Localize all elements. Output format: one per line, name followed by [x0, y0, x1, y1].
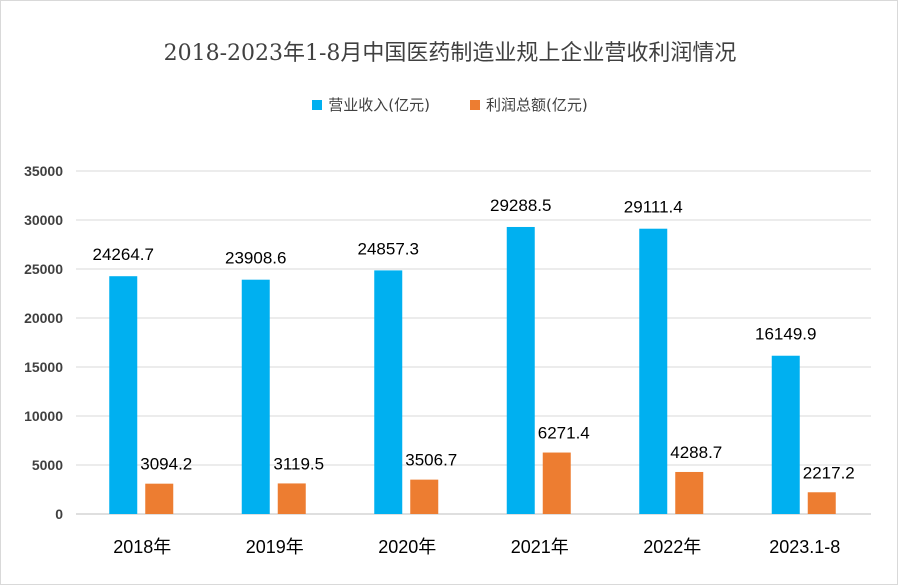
profit-data-label: 3094.2	[140, 455, 192, 474]
x-tick-label: 2020年	[378, 537, 436, 557]
legend-item-revenue: 营业收入(亿元)	[312, 94, 430, 115]
revenue-bar	[771, 355, 800, 514]
revenue-bar	[241, 279, 270, 514]
legend-swatch-profit	[470, 99, 480, 110]
revenue-data-label: 16149.9	[755, 325, 816, 344]
y-tick-label: 30000	[24, 212, 63, 228]
revenue-data-label: 24857.3	[358, 239, 419, 258]
profit-data-label: 2217.2	[803, 463, 855, 482]
profit-bar	[807, 492, 836, 514]
profit-bar	[145, 483, 174, 514]
y-tick-label: 35000	[24, 163, 63, 179]
x-tick-label: 2022年	[643, 537, 701, 557]
profit-data-label: 3506.7	[405, 451, 457, 470]
x-tick-label: 2021年	[511, 537, 569, 557]
revenue-data-label: 29111.4	[624, 198, 683, 217]
legend: 营业收入(亿元) 利润总额(亿元)	[1, 94, 898, 115]
legend-label-revenue: 营业收入(亿元)	[328, 96, 430, 114]
legend-item-profit: 利润总额(亿元)	[470, 94, 588, 115]
profit-data-label: 3119.5	[273, 454, 324, 473]
y-tick-label: 20000	[24, 310, 63, 326]
x-tick-label: 2019年	[246, 537, 304, 557]
revenue-data-label: 23908.6	[225, 249, 286, 268]
y-tick-label: 15000	[24, 359, 63, 375]
revenue-bar	[506, 226, 535, 514]
y-tick-label: 25000	[24, 261, 63, 277]
y-tick-label: 10000	[24, 408, 63, 424]
y-tick-label: 5000	[32, 457, 63, 473]
legend-swatch-revenue	[312, 99, 323, 110]
profit-bar	[675, 471, 704, 514]
legend-label-profit: 利润总额(亿元)	[486, 96, 588, 114]
profit-bar	[410, 479, 439, 514]
profit-bar	[542, 452, 571, 514]
chart-title: 2018-2023年1-8月中国医药制造业规上企业营收利润情况	[163, 41, 737, 66]
profit-bar	[277, 483, 306, 514]
revenue-bar	[109, 276, 138, 514]
profit-data-label: 6271.4	[538, 424, 590, 443]
revenue-data-label: 29288.5	[490, 196, 551, 215]
y-tick-label: 0	[55, 506, 63, 522]
x-tick-label: 2018年	[113, 537, 171, 557]
revenue-data-label: 24264.7	[93, 245, 154, 264]
x-tick-label: 2023.1-8	[769, 537, 840, 557]
revenue-bar	[374, 270, 403, 514]
profit-data-label: 4288.7	[670, 443, 722, 462]
revenue-bar	[639, 228, 668, 514]
